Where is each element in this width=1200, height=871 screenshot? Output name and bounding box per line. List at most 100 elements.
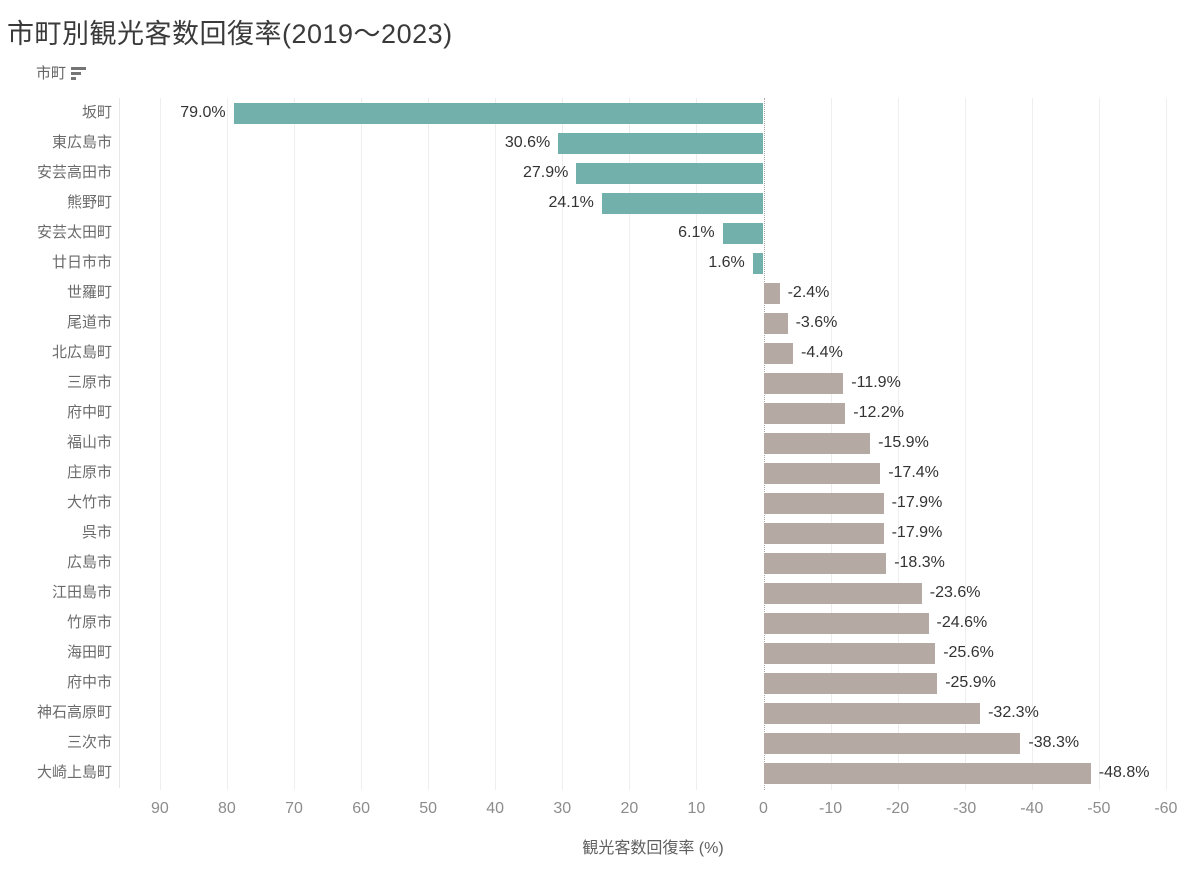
x-tick-label: 30 xyxy=(553,800,572,817)
x-tick-label: -50 xyxy=(1087,800,1111,817)
label-column-divider xyxy=(119,98,120,788)
gridline xyxy=(294,98,295,790)
value-label: -24.6% xyxy=(936,614,988,631)
category-label[interactable]: 東広島市 xyxy=(51,134,112,151)
category-label[interactable]: 熊野町 xyxy=(66,194,112,211)
bar-positive[interactable] xyxy=(752,252,764,274)
category-label[interactable]: 北広島町 xyxy=(51,344,112,361)
value-label: -25.6% xyxy=(943,644,994,661)
bar-negative[interactable] xyxy=(763,402,846,424)
bar-negative[interactable] xyxy=(763,762,1091,784)
bar-negative[interactable] xyxy=(763,492,884,514)
x-tick-label: 90 xyxy=(150,800,169,817)
value-label: -12.2% xyxy=(853,404,904,421)
category-label[interactable]: 福山市 xyxy=(66,434,112,451)
category-label[interactable]: 安芸太田町 xyxy=(36,224,112,241)
gridline xyxy=(562,98,564,790)
value-label: -48.8% xyxy=(1098,764,1150,781)
category-label[interactable]: 尾道市 xyxy=(66,314,112,331)
bar-positive[interactable] xyxy=(601,192,764,214)
bar-negative[interactable] xyxy=(763,552,887,574)
category-label[interactable]: 世羅町 xyxy=(66,284,112,301)
value-label: 24.1% xyxy=(548,194,594,211)
bar-negative[interactable] xyxy=(763,282,780,304)
value-label: -17.4% xyxy=(888,464,939,481)
bar-negative[interactable] xyxy=(763,642,936,664)
value-label: -25.9% xyxy=(945,674,996,691)
bar-positive[interactable] xyxy=(558,132,764,154)
x-tick-label: -30 xyxy=(953,800,977,817)
x-tick-label: 70 xyxy=(285,800,303,817)
value-label: -17.9% xyxy=(891,524,943,541)
bar-negative[interactable] xyxy=(763,672,938,694)
bar-negative[interactable] xyxy=(763,582,922,604)
bar-negative[interactable] xyxy=(763,342,793,364)
category-label[interactable]: 廿日市市 xyxy=(51,254,112,271)
gridline xyxy=(1165,98,1167,790)
category-label[interactable]: 安芸高田市 xyxy=(36,164,112,181)
value-label: 1.6% xyxy=(708,254,745,271)
x-tick-label: -60 xyxy=(1154,800,1178,817)
gridline xyxy=(159,98,161,790)
bar-negative[interactable] xyxy=(763,462,881,484)
category-label[interactable]: 神石高原町 xyxy=(36,704,112,721)
value-label: -3.6% xyxy=(795,314,838,331)
value-label: -23.6% xyxy=(929,584,981,601)
value-label: -4.4% xyxy=(801,344,843,361)
category-label[interactable]: 大竹市 xyxy=(66,494,112,511)
value-label: -18.3% xyxy=(894,554,945,571)
category-label[interactable]: 広島市 xyxy=(66,554,112,571)
x-axis-title: 観光客数回復率 (%) xyxy=(582,840,724,857)
x-tick-label: 10 xyxy=(687,800,706,817)
x-tick-label: -20 xyxy=(886,800,910,817)
bar-positive[interactable] xyxy=(576,162,764,184)
bar-negative[interactable] xyxy=(763,702,981,724)
value-label: 6.1% xyxy=(678,224,715,241)
x-tick-label: 0 xyxy=(759,800,768,817)
gridline xyxy=(428,98,430,790)
bar-negative[interactable] xyxy=(763,432,871,454)
gridline xyxy=(696,98,698,790)
gridline xyxy=(361,98,363,790)
column-header-label: 市町 xyxy=(36,65,67,82)
column-header: 市町 xyxy=(36,62,87,83)
bar-negative[interactable] xyxy=(763,732,1021,754)
value-label: -15.9% xyxy=(878,434,929,451)
gridline xyxy=(495,98,497,790)
bar-negative[interactable] xyxy=(763,372,844,394)
gridline xyxy=(1031,98,1033,790)
gridline xyxy=(1098,98,1100,790)
category-label[interactable]: 海田町 xyxy=(66,644,112,661)
gridline xyxy=(897,98,899,790)
category-label[interactable]: 庄原市 xyxy=(66,464,112,481)
category-label[interactable]: 府中町 xyxy=(66,404,112,421)
value-label: -17.9% xyxy=(891,494,943,511)
category-label[interactable]: 大崎上島町 xyxy=(36,764,112,781)
value-label: 30.6% xyxy=(504,134,551,151)
x-tick-label: 50 xyxy=(419,800,438,817)
category-label[interactable]: 三次市 xyxy=(66,734,112,751)
value-label: 79.0% xyxy=(180,104,226,121)
category-label[interactable]: 坂町 xyxy=(81,104,112,121)
x-tick-label: 60 xyxy=(352,800,370,817)
bar-negative[interactable] xyxy=(763,522,884,544)
gridline xyxy=(226,98,228,790)
x-tick-label: -10 xyxy=(819,800,843,817)
category-label[interactable]: 府中市 xyxy=(66,674,112,691)
x-tick-label: 40 xyxy=(486,800,505,817)
value-label: -11.9% xyxy=(851,374,901,391)
category-label[interactable]: 呉市 xyxy=(81,524,112,541)
gridline xyxy=(964,98,966,790)
bar-positive[interactable] xyxy=(233,102,764,124)
bar-negative[interactable] xyxy=(763,612,929,634)
category-label[interactable]: 三原市 xyxy=(66,374,112,391)
category-label[interactable]: 竹原市 xyxy=(66,614,112,631)
category-label[interactable]: 江田島市 xyxy=(51,584,112,601)
bar-negative[interactable] xyxy=(763,312,788,334)
bar-positive[interactable] xyxy=(722,222,764,244)
value-label: -38.3% xyxy=(1028,734,1080,751)
sort-descending-icon[interactable] xyxy=(71,67,87,80)
x-tick-label: 20 xyxy=(620,800,639,817)
